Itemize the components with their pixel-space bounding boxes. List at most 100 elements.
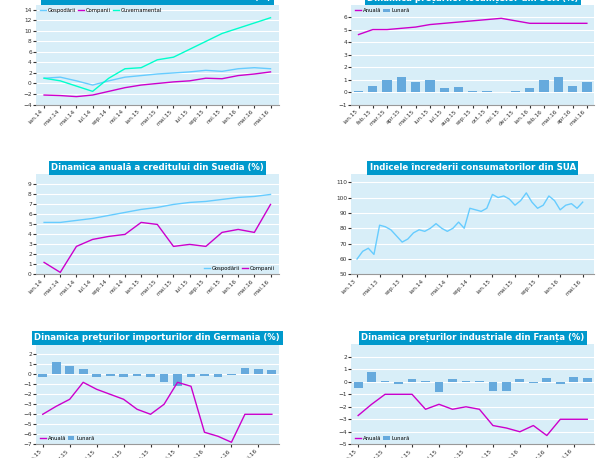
Bar (214, 374, 223, 377)
Bar (367, 372, 376, 382)
Gospodării (235, 195, 242, 200)
Anuală (255, 412, 262, 417)
Anuală (53, 403, 60, 409)
Anuală (503, 425, 510, 431)
Gospodării (105, 78, 112, 84)
Gospodării (186, 200, 193, 205)
Bar (568, 86, 577, 92)
Gospodării (170, 70, 177, 76)
Gospodării (137, 73, 145, 78)
Bar (354, 91, 363, 92)
Guvernamental (137, 65, 145, 71)
Bar (583, 378, 592, 382)
Title: Dinamica anuală a creditului din zona euro (%): Dinamica anuală a creditului din zona eu… (43, 0, 271, 2)
Anuală (476, 407, 483, 412)
Companii (137, 82, 145, 88)
Bar (52, 362, 61, 374)
Legend: Gospodării, Companii: Gospodării, Companii (203, 265, 276, 272)
Gospodării (56, 220, 64, 225)
Guvernamental (218, 31, 226, 36)
Gospodării (235, 66, 242, 71)
Guvernamental (202, 38, 209, 44)
Title: Dinamica prețurilor industriale din Franța (%): Dinamica prețurilor industriale din Fran… (361, 333, 584, 342)
Anuală (570, 416, 577, 422)
Gospodării (251, 65, 258, 71)
Bar (354, 382, 362, 388)
Bar (554, 77, 563, 92)
Guvernamental (235, 26, 242, 31)
Companii (267, 202, 274, 207)
Anuală (268, 412, 275, 417)
Bar (529, 382, 538, 383)
Gospodării (170, 202, 177, 207)
Line: Guvernamental: Guvernamental (44, 18, 271, 91)
Anuală (440, 21, 448, 26)
Line: Anuală: Anuală (358, 394, 587, 436)
Gospodării (89, 216, 96, 221)
Companii (218, 229, 226, 235)
Anuală (187, 383, 194, 389)
Anuală (497, 16, 505, 21)
Anuală (80, 380, 87, 385)
Bar (488, 382, 497, 391)
Bar (146, 374, 155, 377)
Companii (154, 81, 161, 86)
Anuală (398, 26, 405, 31)
Gospodării (202, 68, 209, 73)
Anuală (214, 434, 221, 439)
Anuală (583, 21, 590, 26)
Anuală (422, 407, 429, 412)
Gospodării (154, 205, 161, 210)
Anuală (526, 21, 533, 26)
Gospodării (202, 199, 209, 204)
Anuală (383, 27, 391, 33)
Anuală (160, 402, 167, 407)
Bar (397, 77, 406, 92)
Anuală (530, 423, 537, 428)
Guvernamental (56, 78, 64, 84)
Bar (411, 82, 420, 92)
Bar (254, 369, 263, 374)
Companii (186, 242, 193, 247)
Anuală (484, 17, 491, 22)
Anuală (543, 433, 550, 438)
Anuală (455, 19, 462, 25)
Companii (89, 93, 96, 98)
Bar (38, 374, 47, 377)
Anuală (469, 18, 476, 23)
Gospodării (154, 71, 161, 77)
Companii (202, 76, 209, 81)
Line: Companii: Companii (44, 204, 271, 273)
Title: Dinamica anuală a creditului din Suedia (%): Dinamica anuală a creditului din Suedia … (51, 164, 263, 172)
Gospodării (251, 194, 258, 199)
Anuală (584, 416, 591, 422)
Bar (582, 82, 592, 92)
Anuală (557, 416, 564, 422)
Gospodării (218, 196, 226, 202)
Anuală (369, 27, 376, 33)
Anuală (133, 407, 140, 412)
Anuală (490, 423, 497, 428)
Anuală (541, 21, 548, 26)
Companii (218, 76, 226, 82)
Gospodării (267, 66, 274, 71)
Companii (170, 79, 177, 85)
Bar (368, 86, 377, 92)
Anuală (39, 412, 46, 417)
Bar (160, 374, 169, 382)
Companii (251, 71, 258, 77)
Line: Companii: Companii (44, 72, 271, 97)
Legend: Anuală, Lunară: Anuală, Lunară (354, 7, 411, 14)
Guvernamental (170, 55, 177, 60)
Companii (105, 88, 112, 94)
Anuală (512, 18, 519, 23)
Companii (235, 73, 242, 78)
Bar (421, 381, 430, 382)
Gospodării (40, 220, 47, 225)
Gospodării (137, 207, 145, 212)
Line: Anuală: Anuală (359, 18, 587, 34)
Anuală (412, 24, 419, 30)
Bar (381, 381, 389, 382)
Bar (241, 368, 249, 374)
Companii (89, 237, 96, 242)
